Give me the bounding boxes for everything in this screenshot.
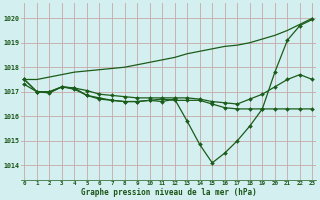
X-axis label: Graphe pression niveau de la mer (hPa): Graphe pression niveau de la mer (hPa) (81, 188, 256, 197)
